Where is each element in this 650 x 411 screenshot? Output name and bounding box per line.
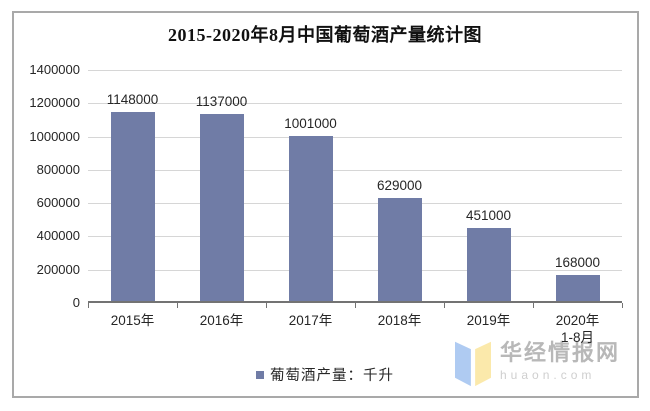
x-axis-tick — [444, 303, 445, 308]
x-tick-label: 2018年 — [355, 312, 444, 329]
x-tick-label-line2: 1-8月 — [560, 330, 594, 345]
x-tick-label: 2015年 — [88, 312, 177, 329]
x-tick-label-line1: 2015年 — [110, 313, 155, 328]
watermark-site-url: huaon.com — [500, 368, 596, 382]
huaon-logo-icon — [455, 341, 491, 387]
watermark-site-name: 华经情报网 — [500, 340, 621, 365]
x-axis-tick — [355, 303, 356, 308]
logo-left-panel — [455, 341, 471, 387]
x-tick-label-line1: 2019年 — [466, 313, 511, 328]
chart-title: 2015-2020年8月中国葡萄酒产量统计图 — [168, 25, 482, 45]
x-axis-line — [88, 301, 622, 303]
x-axis-tick — [533, 303, 534, 308]
bar — [377, 198, 422, 303]
bar — [199, 113, 244, 303]
bar-value-label: 1001000 — [284, 116, 337, 132]
bar — [288, 136, 333, 303]
bar-value-label: 1148000 — [106, 91, 159, 107]
x-tick-label-line1: 2017年 — [288, 313, 333, 328]
x-tick-label: 2016年 — [177, 312, 266, 329]
gridline — [88, 103, 622, 105]
x-axis-tick — [266, 303, 267, 308]
x-tick-label: 2019年 — [444, 312, 533, 329]
gridline — [88, 136, 622, 138]
y-tick-label: 1200000 — [29, 95, 80, 111]
x-tick-label: 2017年 — [266, 312, 355, 329]
y-tick-label: 400000 — [36, 228, 80, 244]
x-tick-label-line1: 2018年 — [377, 313, 422, 328]
bar — [555, 275, 600, 303]
gridline — [88, 269, 622, 271]
y-tick-label: 1000000 — [29, 128, 80, 144]
bar-value-label: 451000 — [465, 207, 512, 223]
legend-marker-icon — [256, 370, 264, 379]
y-tick-label: 200000 — [36, 261, 80, 277]
gridline — [88, 236, 622, 238]
x-axis-tick — [177, 303, 178, 308]
x-tick-label-line1: 2020年 — [555, 313, 600, 328]
y-tick-label: 1400000 — [29, 62, 80, 77]
bar — [466, 227, 511, 303]
legend: 葡萄酒产量：千升 — [0, 364, 650, 385]
watermark: 华经情报网 huaon.com — [455, 340, 620, 390]
legend-label: 葡萄酒产量：千升 — [270, 368, 394, 384]
y-tick-label: 600000 — [36, 195, 80, 211]
watermark-text-block: 华经情报网 huaon.com — [500, 340, 620, 382]
y-tick-label: 800000 — [36, 161, 80, 177]
x-axis-tick — [88, 303, 89, 308]
gridline — [88, 70, 622, 71]
y-tick-label: 0 — [72, 295, 80, 310]
gridline — [88, 203, 622, 205]
bar-value-label: 1137000 — [195, 93, 248, 109]
gridline — [88, 169, 622, 171]
bar-value-label: 168000 — [554, 255, 601, 271]
x-tick-label-line1: 2016年 — [199, 313, 244, 328]
chart-frame-border — [12, 11, 639, 398]
x-tick-label: 2020年 1-8月 — [533, 312, 622, 346]
logo-right-panel — [475, 341, 491, 387]
bar-value-label: 629000 — [376, 178, 423, 194]
bar — [110, 111, 155, 303]
x-axis-tick — [622, 303, 623, 308]
